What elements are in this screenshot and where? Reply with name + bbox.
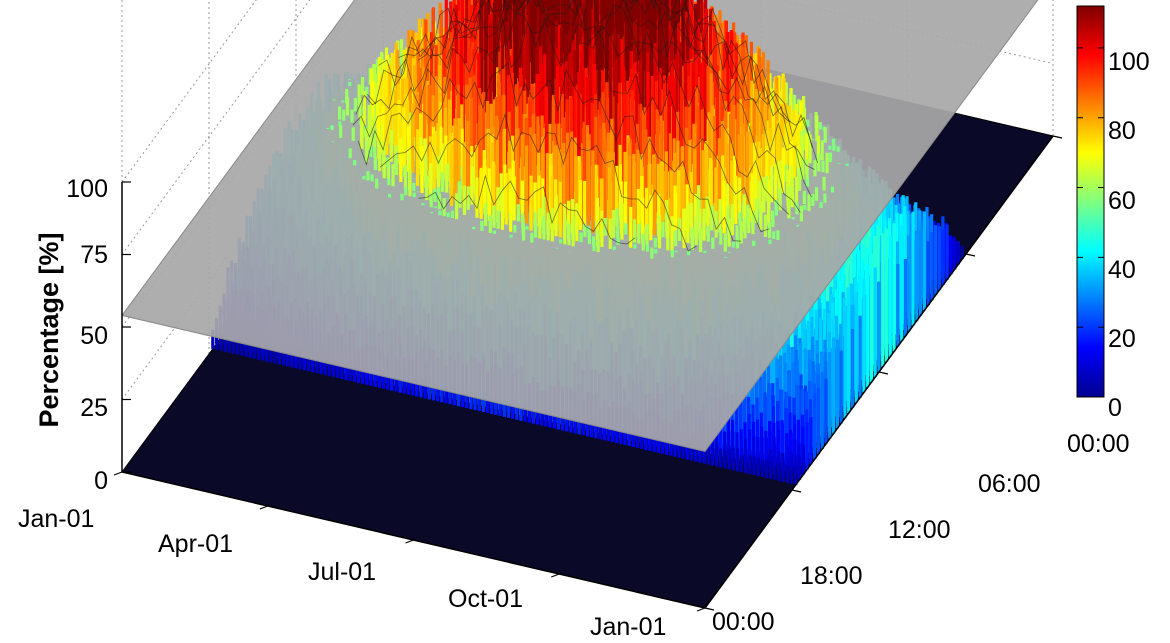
grid-line: [121, 0, 257, 183]
grid-line: [121, 0, 311, 255]
